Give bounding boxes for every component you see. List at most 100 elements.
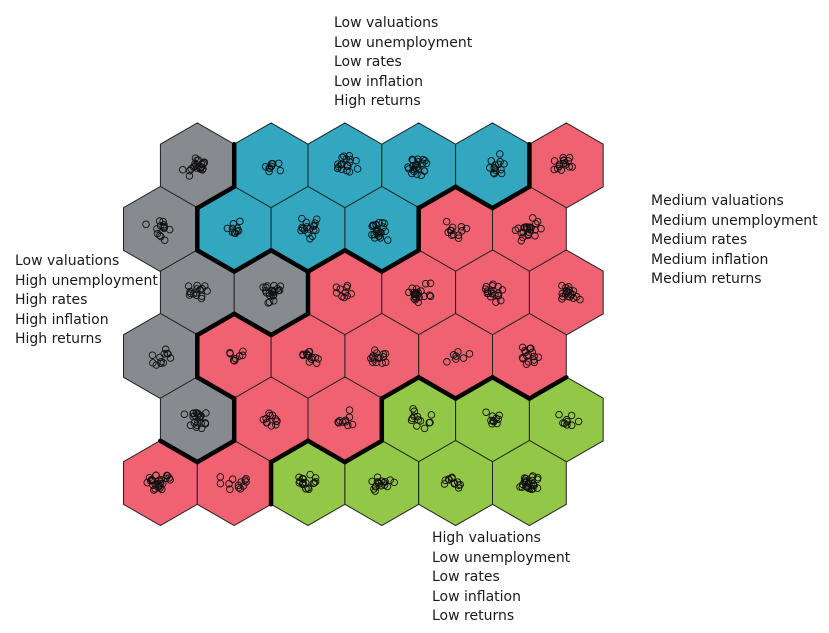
red-label-valuations: Medium valuations [651,193,784,209]
sample-point [334,162,343,171]
cluster-border [195,438,237,465]
sample-point [569,287,578,295]
sample-point [560,156,568,165]
sample-point [185,172,194,180]
label-green-cluster: High valuations Low unemployment Low rat… [432,529,570,627]
sample-point [306,470,314,479]
sample-point [373,473,382,481]
sample-point [420,424,429,433]
sample-point [226,485,234,494]
teal-label-valuations: Low valuations [334,15,439,31]
green-label-returns: Low returns [432,608,515,624]
sample-point [491,161,499,169]
sample-point [346,155,354,164]
cluster-border [527,375,569,401]
sample-point [488,412,497,420]
sample-point [203,287,211,295]
cluster-border [379,375,421,401]
sample-point [452,355,460,363]
sample-point [412,289,421,297]
sample-point [274,159,283,168]
sample-point [421,279,430,288]
sample-point [193,156,201,165]
sample-point [369,353,377,362]
sample-point [343,292,351,300]
sample-point [555,160,564,169]
sample-point [379,353,388,361]
sample-point [459,354,468,362]
label-grey-cluster: Low valuations High unemployment High ra… [15,252,158,350]
sample-point [193,421,201,430]
cluster-border [231,248,274,274]
sample-point [445,476,454,484]
sample-point [412,285,421,293]
sample-point [533,484,542,492]
sample-point [273,417,281,425]
sample-point [296,477,304,485]
sample-point [523,352,531,360]
sample-point [563,421,571,429]
sample-point [304,484,312,492]
sample-point [517,229,525,237]
sample-point [440,480,449,488]
sample-point [528,348,537,357]
sample-point [447,231,456,239]
sample-point [490,169,499,178]
sample-point [153,225,161,233]
sample-point [235,352,244,360]
sample-point [483,289,492,298]
cluster-border [453,184,495,211]
sample-point [518,354,527,362]
sample-point [160,221,168,229]
grey-label-rates: High rates [15,292,88,308]
sample-point [312,215,321,223]
sample-point [142,220,150,229]
sample-point [228,475,237,483]
sample-point [450,480,459,488]
teal-label-rates: Low rates [334,54,402,70]
sample-point [230,357,239,365]
red-label-inflation: Medium inflation [651,251,769,268]
sample-point [261,286,270,295]
sample-point [298,214,306,223]
sample-point [295,473,303,482]
sample-point [454,348,462,356]
sample-point [559,419,567,427]
sample-point [500,160,508,168]
sample-point [187,165,195,173]
cluster-border [231,311,274,338]
sample-point [261,162,270,171]
sample-point [194,409,202,418]
sample-point [342,155,351,163]
sample-point [443,358,451,366]
sample-point [376,234,385,242]
sample-point [266,164,274,172]
sample-point [165,474,173,482]
sample-point [368,358,377,366]
sample-point [530,358,539,367]
sample-point [458,227,466,235]
sample-point [265,298,274,306]
cluster-border [158,438,200,465]
sample-point [236,217,244,226]
sample-point [465,350,474,358]
sample-point [568,163,576,171]
sample-point [519,354,527,363]
sample-point [334,418,342,426]
sample-point [333,164,342,173]
sample-point [380,219,389,228]
sample-point [532,220,540,228]
sample-point [265,167,273,176]
sample-point [414,416,422,424]
sample-point [165,225,174,234]
sample-point [374,229,382,238]
sample-point [381,477,389,486]
sample-point [522,360,531,368]
teal-label-returns: High returns [334,93,421,109]
sample-point [343,281,352,290]
sample-point [193,281,201,290]
sample-point [189,409,197,418]
sample-point [413,412,422,421]
sample-point [527,344,535,353]
sample-point [553,164,562,173]
